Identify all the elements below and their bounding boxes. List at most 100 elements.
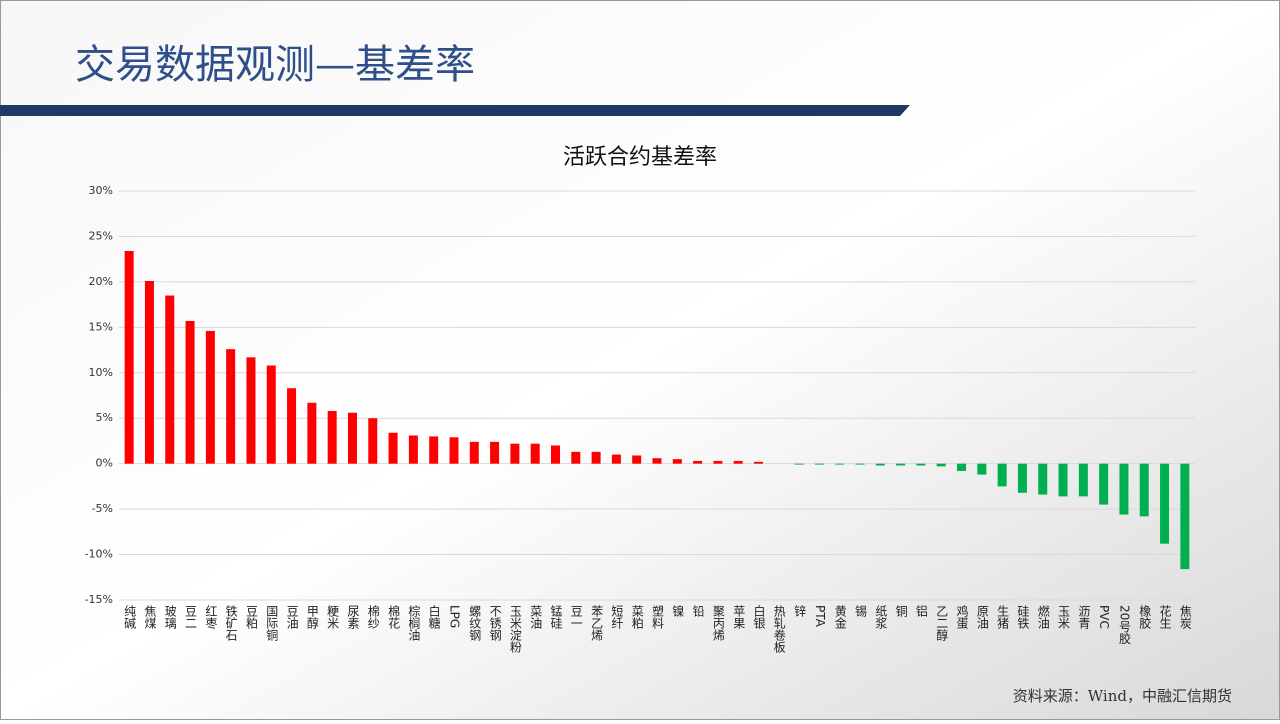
bar: [246, 357, 256, 464]
x-tick-label: 原油: [975, 605, 989, 629]
bar: [550, 445, 560, 464]
x-tick-label: 焦煤: [143, 605, 157, 629]
x-tick-label: 焦炭: [1178, 605, 1192, 630]
bar: [794, 463, 804, 465]
slide-title: 交易数据观测—基差率: [75, 42, 475, 88]
title-bar: [0, 105, 910, 116]
x-tick-label: 铅: [691, 605, 705, 617]
bar: [530, 443, 540, 464]
x-tick-label: 菜粕: [630, 605, 644, 629]
bar: [490, 441, 500, 464]
x-tick-label: 锰硅: [549, 604, 563, 629]
y-tick-label: 5%: [96, 411, 113, 424]
bar: [733, 460, 743, 464]
y-tick-label: 30%: [89, 184, 113, 197]
bar: [469, 441, 479, 464]
bar: [977, 463, 987, 475]
x-tick-label: 豆粕: [244, 605, 258, 629]
source-note: 资料来源：Wind，中融汇信期货: [1013, 687, 1232, 705]
x-tick-label: 螺纹钢: [468, 605, 482, 641]
x-tick-label: 燃油: [1036, 604, 1050, 629]
x-tick-label: 豆二: [184, 605, 198, 629]
x-tick-label: 不锈钢: [488, 605, 502, 641]
bar: [957, 463, 967, 471]
bar: [632, 455, 642, 464]
bar: [1058, 463, 1068, 497]
bar: [1119, 463, 1129, 515]
x-tick-label: 棉花: [387, 605, 401, 630]
x-tick-label: 豆一: [569, 605, 583, 629]
x-tick-label: 乙二醇: [935, 605, 949, 641]
bar: [287, 388, 297, 464]
x-tick-label: 白糖: [427, 604, 441, 630]
bar: [713, 460, 723, 464]
x-tick-label: 鸡蛋: [955, 604, 969, 630]
x-tick-label: 豆油: [285, 605, 299, 629]
bar: [1139, 463, 1149, 517]
y-tick-label: 15%: [89, 320, 113, 333]
bar: [571, 451, 581, 464]
bar: [144, 280, 154, 464]
bar: [855, 463, 865, 465]
bar: [754, 461, 764, 464]
x-tick-label: LPG: [447, 605, 461, 628]
x-tick-label: 纯碱: [123, 605, 137, 630]
x-tick-label: 玉米: [1057, 605, 1071, 629]
x-tick-label: 热轧卷板: [772, 605, 786, 654]
x-tick-label: 花生: [1158, 604, 1172, 629]
x-tick-label: 硅铁: [1016, 605, 1030, 629]
bar: [672, 459, 682, 464]
bar: [347, 412, 357, 464]
bar: [388, 432, 398, 464]
bar: [449, 437, 459, 464]
bar: [814, 463, 824, 465]
x-tick-label: 生猪: [996, 605, 1010, 630]
bar: [1038, 463, 1048, 495]
x-tick-label: 粳米: [326, 605, 340, 629]
bar: [1099, 463, 1109, 505]
x-tick-label: 棕榈油: [407, 604, 421, 641]
x-tick-label: 甲醇: [305, 605, 319, 629]
y-tick-label: 20%: [89, 275, 113, 288]
bar: [165, 295, 175, 464]
bar: [835, 463, 845, 465]
x-tick-label: 铜: [894, 604, 908, 617]
x-tick-label: 玻璃: [163, 605, 177, 630]
bar: [693, 460, 703, 464]
x-tick-label: 锌: [793, 605, 807, 617]
x-tick-label: 苯乙烯: [590, 605, 604, 641]
chart-title: 活跃合约基差率: [563, 145, 717, 170]
x-tick-label: 苹果: [732, 605, 746, 629]
y-tick-label: -10%: [85, 548, 113, 561]
bar: [307, 402, 317, 464]
x-tick-label: 聚丙烯: [711, 605, 725, 641]
bar: [327, 410, 337, 464]
x-tick-label: 纸浆: [874, 605, 888, 629]
bar: [408, 435, 418, 464]
bar: [611, 454, 621, 464]
bar: [916, 463, 926, 466]
x-tick-label: 塑料: [651, 604, 665, 629]
bar: [226, 349, 236, 464]
y-tick-label: -15%: [85, 593, 113, 606]
bar: [368, 418, 378, 464]
y-tick-label: -5%: [92, 502, 113, 515]
x-tick-label: 锡: [854, 604, 868, 618]
x-tick-label: 沥青: [1077, 605, 1091, 630]
bar: [1180, 463, 1190, 570]
bar: [266, 365, 276, 464]
y-tick-label: 25%: [89, 229, 113, 242]
x-tick-label: PVC: [1097, 605, 1111, 629]
x-tick-label: 菜油: [529, 605, 543, 629]
bar: [1160, 463, 1170, 544]
bar: [936, 463, 946, 467]
x-tick-label: 橡胶: [1138, 605, 1152, 630]
bar: [124, 250, 134, 464]
x-tick-label: 短纤: [610, 605, 624, 629]
x-tick-label: 国际铜: [265, 605, 279, 641]
bar: [429, 436, 439, 464]
x-tick-label: 尿素: [346, 605, 360, 629]
bar: [185, 320, 195, 464]
x-tick-label: 20号胶: [1117, 605, 1131, 645]
x-tick-label: 镍: [671, 605, 685, 617]
